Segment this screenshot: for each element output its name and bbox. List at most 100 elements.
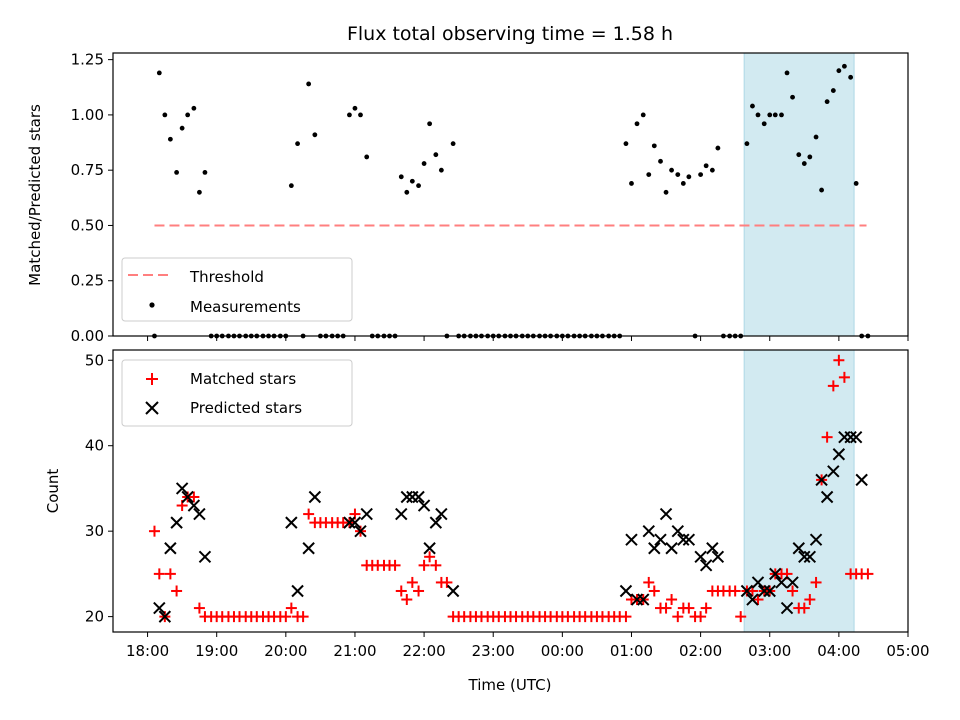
matched-point [148,525,160,537]
predicted-point [291,584,304,598]
matched-point [280,611,292,623]
predicted-point [855,473,868,487]
predicted-point [711,550,725,564]
predicted-point-b [677,533,690,546]
predicted-point [153,601,166,615]
predicted-point [792,542,805,555]
predicted-point [699,559,713,572]
x-tick-label: 18:00 [126,642,169,660]
measurement-point [686,174,692,180]
bottom-y-axis-label: Count [44,469,62,514]
matched-point [672,611,684,623]
predicted-point-b [302,542,315,555]
predicted-point-b [740,584,754,598]
top-highlight-span [743,52,855,337]
bottom-legend-box [121,359,353,427]
matched-point [648,585,660,597]
measurement-point [347,112,352,118]
predicted-point [751,576,765,589]
matched-point [401,594,413,606]
predicted-point [360,507,373,521]
measurement-point [197,189,202,195]
matched-point [666,594,678,606]
matched-points [148,354,874,623]
predicted-point [740,584,754,598]
predicted-point [164,542,177,555]
x-tick-label: 05:00 [886,642,929,660]
predicted-point [446,584,460,598]
legend-predicted-label: Predicted stars [190,399,302,417]
x-axis-label: Time (UTC) [468,676,552,694]
predicted-point [285,516,298,529]
predicted-point [786,576,799,589]
measurement-point [167,136,173,142]
x-tick-label: 23:00 [472,642,515,660]
predicted-point [665,542,678,555]
matched-point [303,508,315,520]
predicted-point-b [395,507,408,521]
predicted-points [153,430,868,623]
x-tick-label: 19:00 [195,642,238,660]
predicted-point [798,550,811,564]
predicted-point [308,490,322,504]
predicted-point-b [164,542,177,555]
matched-point [424,551,436,563]
predicted-point [769,567,782,581]
predicted-point-b [648,542,661,555]
matched-point [171,585,183,597]
matched-point [643,576,655,588]
predicted-point-b [803,550,817,564]
predicted-point-b [308,490,322,504]
top-y-tick-label: 0.00 [71,327,104,345]
measurement-point [416,183,421,189]
measurement-point [398,174,404,180]
matched-point [695,611,707,623]
x-tick-label: 03:00 [748,642,791,660]
predicted-point-b [827,465,840,478]
matched-point [804,594,816,606]
predicted-point-b [699,559,713,572]
predicted-point-b [769,567,782,581]
measurement-point [698,172,704,178]
predicted-point-b [637,593,650,606]
predicted-point-b [198,550,212,564]
measurement-point [813,134,819,140]
matched-point [389,559,401,571]
predicted-point [820,490,834,504]
measurement-point [715,145,721,151]
predicted-point-b [775,576,788,589]
legend-matched-swatch [146,373,158,385]
measurement-point [836,68,842,74]
predicted-point-b [780,601,794,615]
matched-point [827,380,839,392]
predicted-point-b [654,533,667,546]
predicted-point [354,524,367,538]
predicted-point [423,542,436,555]
predicted-point [170,516,183,529]
predicted-point-b [809,533,823,546]
measurement-point [651,143,657,149]
predicted-point [844,430,857,444]
measurement-point [450,141,456,147]
predicted-point-b [429,516,443,529]
bottom-x-ticks: 18:00 19:00 20:00 21:00 22:00 23:00 00:00 01:00… [126,632,930,660]
matched-point [821,431,833,443]
matched-point [683,602,695,614]
matched-point [188,491,200,503]
measurement-point [744,141,750,147]
predicted-point [746,593,759,606]
predicted-point-b [400,490,414,504]
top-y-tick-label: 0.75 [71,161,104,179]
measurement-point [421,161,427,166]
measurement-point [640,112,646,118]
matched-point [164,568,176,580]
predicted-point [198,550,212,564]
measurement-point [669,167,674,173]
measurement-point [784,70,790,76]
predicted-point [682,533,696,546]
measurement-point [761,121,767,127]
measurement-point [404,189,410,195]
predicted-point-b [751,576,765,589]
legend-measurements-swatch [149,302,155,308]
measurement-point [801,161,807,166]
